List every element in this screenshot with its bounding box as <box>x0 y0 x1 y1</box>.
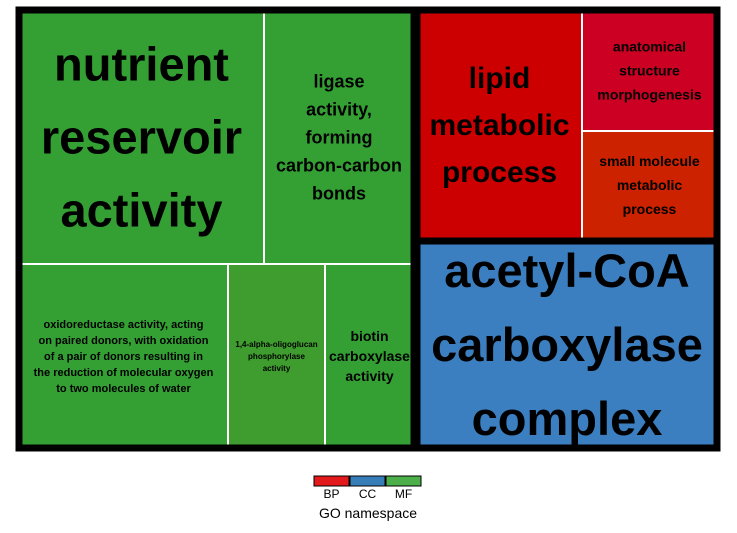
tile-label-biotin-carboxylase-activity: biotin carboxylase activity <box>329 328 410 384</box>
tile-label-nutrient-reservoir-activity: nutrient reservoir activity <box>41 37 242 236</box>
tile-label-1-4-alpha-oligoglucan-phosphorylase-activity: 1,4-alpha-oligoglucan phosphorylase activi… <box>235 340 317 373</box>
tile-label-oxidoreductase-activity-acting-on-paired-donors-with-oxidation-of-a-pair-of-donors-resulting-in-the-reduction-of-molecular-oxygen-to-two-molecules-of-water: oxidoreductase activity, acting on paired… <box>34 319 214 395</box>
legend: BP CC MF GO namespace <box>313 475 422 521</box>
tile-1-4-alpha-oligoglucan-phosphorylase-activity <box>227 263 326 449</box>
legend-swatch-mf <box>385 475 422 487</box>
legend-swatch-bp <box>313 475 350 487</box>
tile-ligase-activity-forming-carbon-carbon-bonds <box>263 9 415 265</box>
tile-oxidoreductase-activity-acting-on-paired-donors-with-oxidation-of-a-pair-of-donors-resulting-in-the-reduction-of-molecular-oxygen-to-two-molecules-of-water <box>18 263 229 449</box>
tile-label-acetyl-coa-carboxylase-complex: acetyl-CoA carboxylase complex <box>431 244 703 445</box>
tile-lipid-metabolic-process <box>416 9 583 240</box>
tile-label-small-molecule-metabolic-process: small molecule metabolic process <box>599 153 700 217</box>
legend-label-mf: MF <box>395 487 412 501</box>
legend-title: GO namespace <box>319 505 417 521</box>
tile-nutrient-reservoir-activity <box>18 9 265 265</box>
legend-label-cc: CC <box>359 487 377 501</box>
tile-label-ligase-activity-forming-carbon-carbon-bonds: ligase activity, forming carbon-carbon bonds <box>276 71 402 203</box>
tile-label-anatomical-structure-morphogenesis: anatomical structure morphogenesis <box>597 38 701 102</box>
tile-label-lipid-metabolic-process: lipid metabolic process <box>429 62 569 189</box>
legend-swatch-cc <box>349 475 386 487</box>
legend-label-bp: BP <box>323 487 339 501</box>
tile-small-molecule-metabolic-process <box>581 130 718 240</box>
group-border-cc <box>413 237 721 452</box>
